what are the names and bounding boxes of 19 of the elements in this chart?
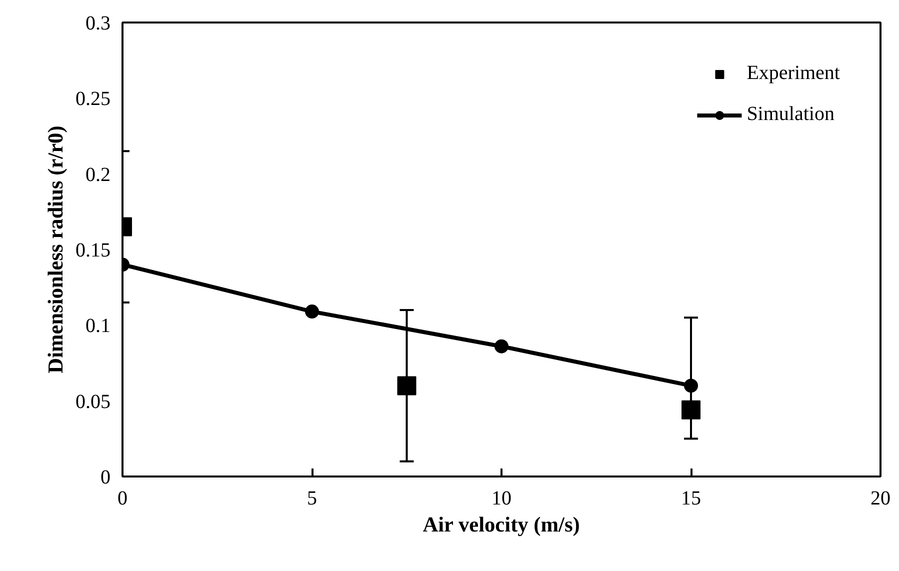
y-tick-label: 0.3 xyxy=(86,12,110,34)
x-tick-label: 10 xyxy=(492,488,512,510)
y-tick-label: 0.2 xyxy=(86,164,110,186)
y-tick-label: 0.1 xyxy=(86,315,110,338)
y-tick-label: 0.05 xyxy=(76,390,110,413)
y-tick-label: 0.25 xyxy=(76,88,110,110)
point xyxy=(684,378,698,393)
y-axis-title: Dimensionless radius (r/r0) xyxy=(44,126,68,374)
legend-label: Experiment xyxy=(746,62,840,85)
legend-label: Simulation xyxy=(746,103,834,126)
y-tick-label: 0 xyxy=(100,466,110,488)
x-axis-title: Air velocity (m/s) xyxy=(422,512,580,536)
x-tick-label: 20 xyxy=(870,488,890,510)
point xyxy=(682,400,700,420)
x-tick-label: 15 xyxy=(681,488,701,510)
x-tick-label: 0 xyxy=(118,488,128,510)
x-tick-label: 5 xyxy=(307,488,317,510)
point xyxy=(494,339,508,354)
y-tick-label: 0.15 xyxy=(76,240,110,262)
